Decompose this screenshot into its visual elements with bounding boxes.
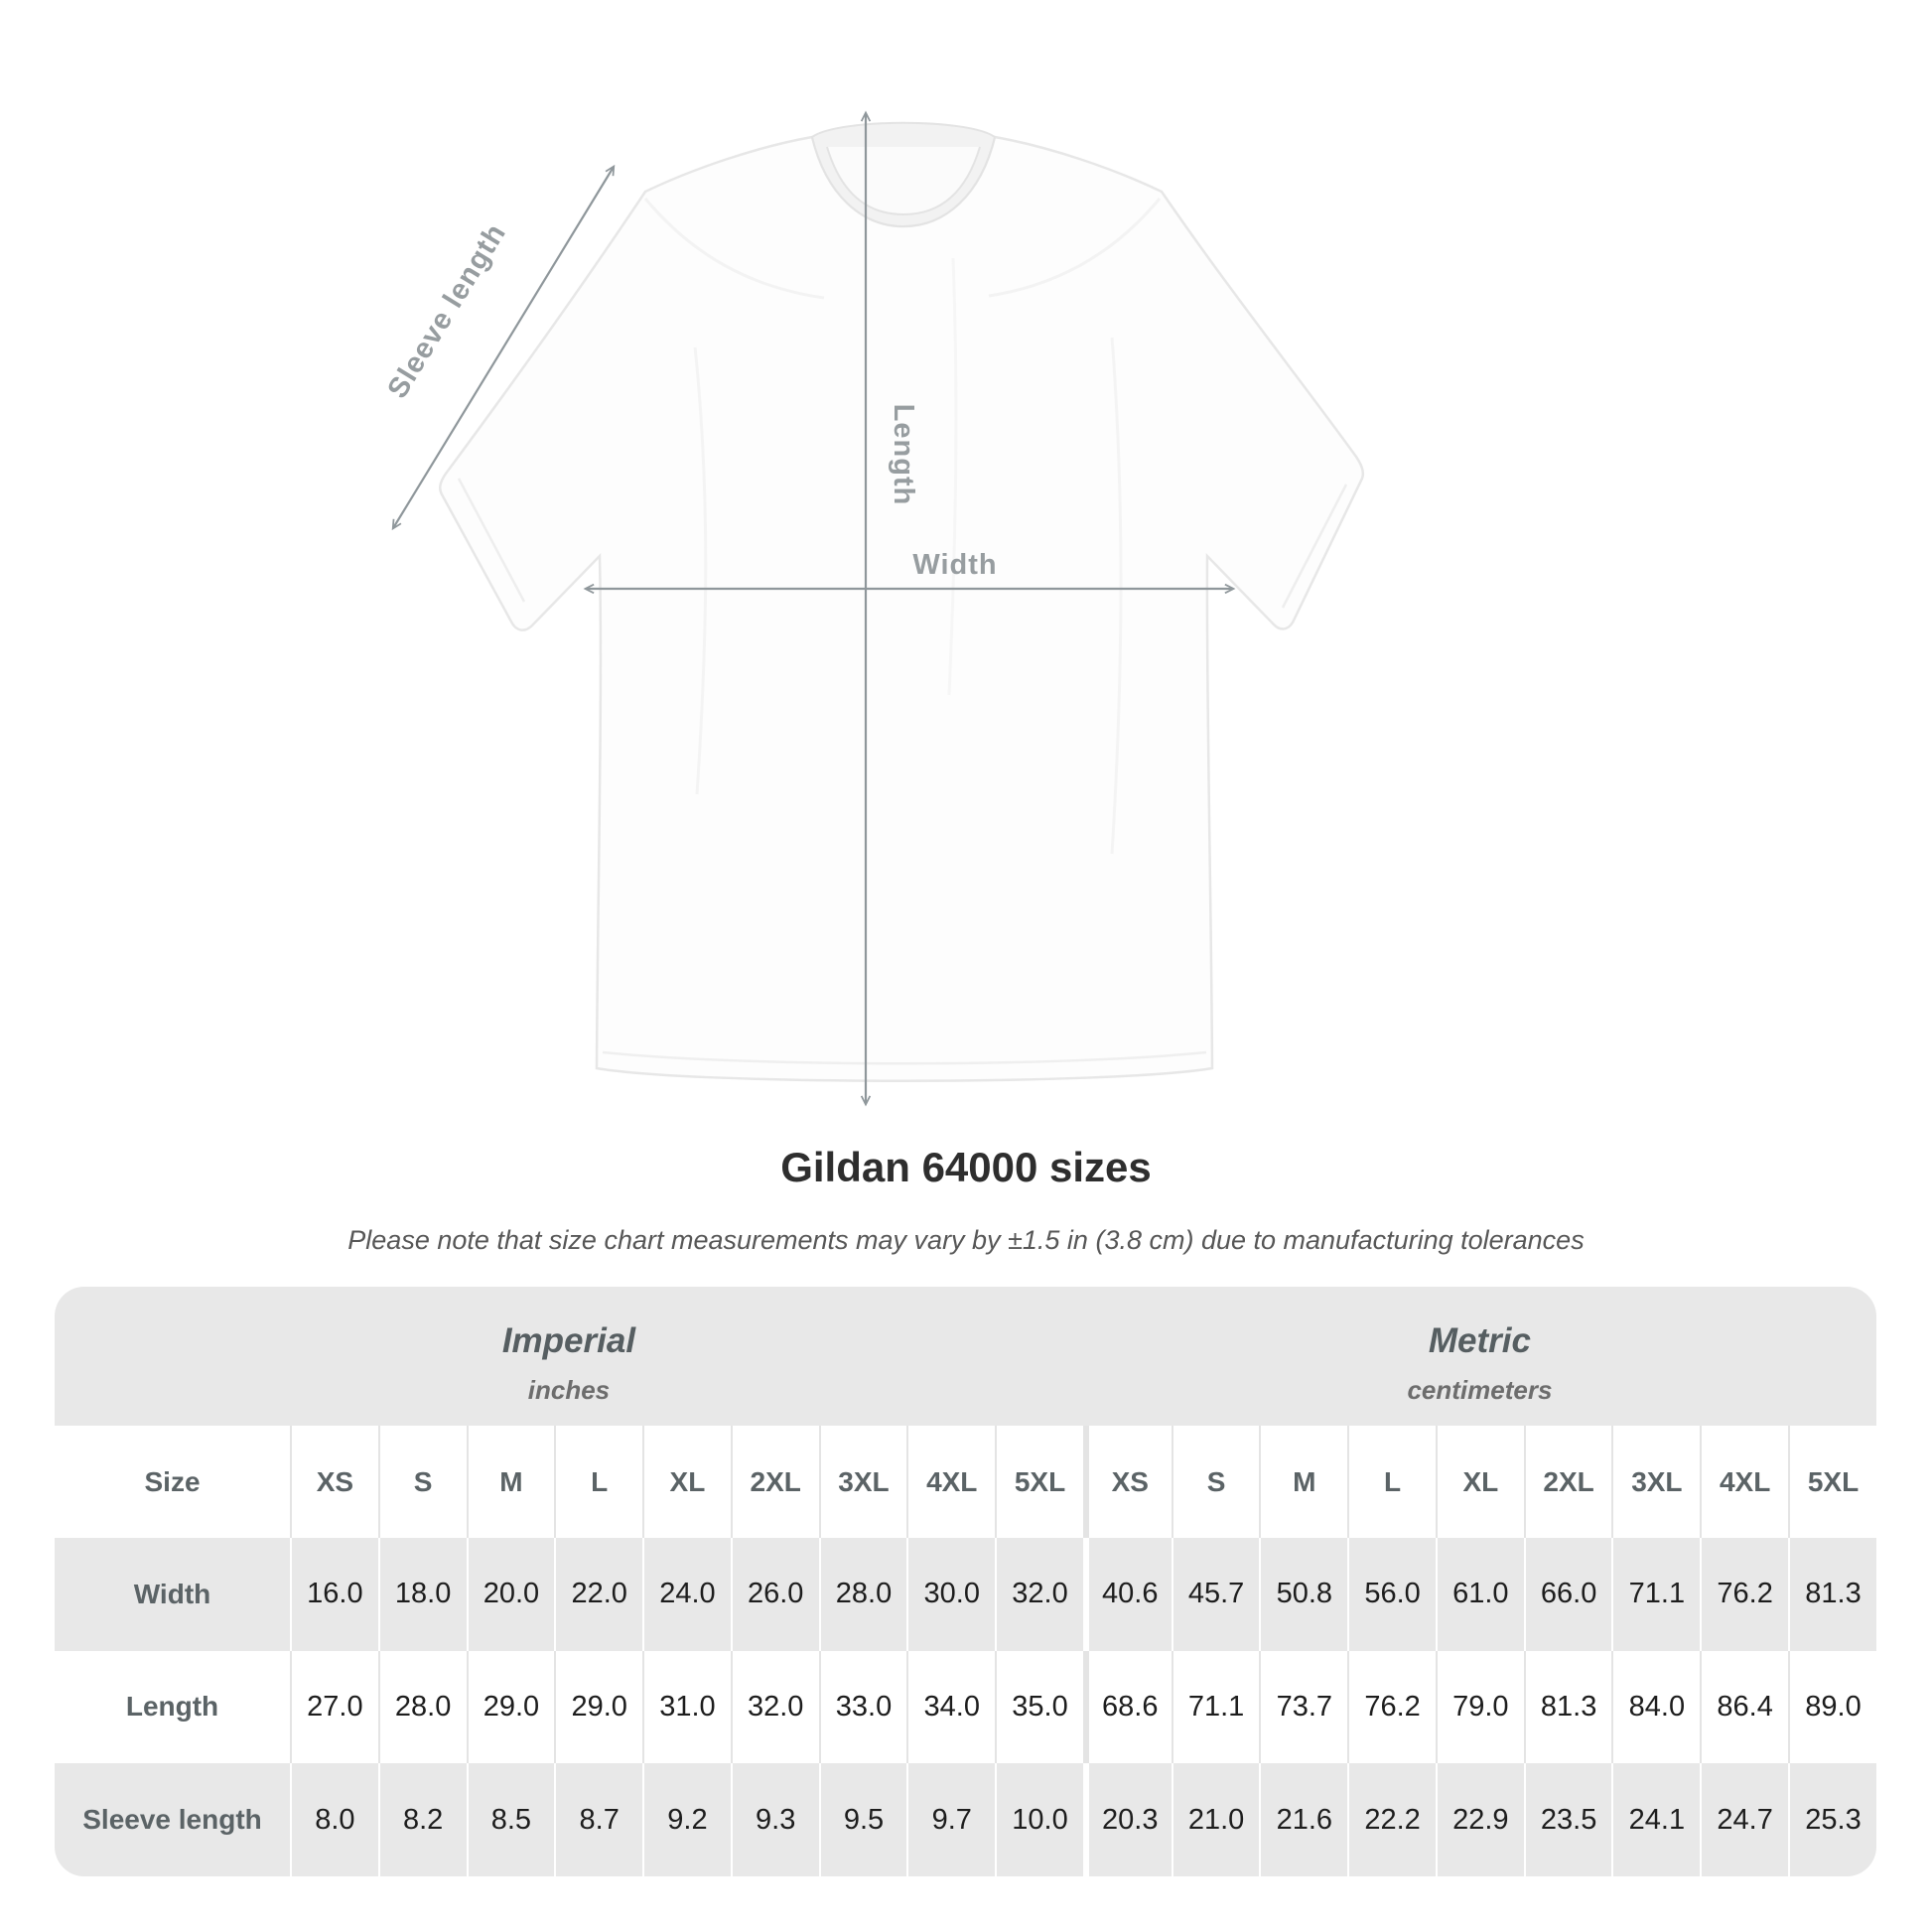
value-cell: 25.3 (1788, 1763, 1876, 1876)
value-cell: 33.0 (818, 1650, 907, 1764)
value-cell: 76.2 (1700, 1538, 1789, 1651)
value-cell: 84.0 (1611, 1650, 1701, 1764)
value-cell: 79.0 (1435, 1650, 1524, 1764)
metric-title: Metric (1428, 1320, 1531, 1360)
value-cell: 86.4 (1700, 1650, 1789, 1764)
value-cell: 9.5 (818, 1763, 907, 1876)
value-cell: 28.0 (377, 1650, 467, 1764)
value-cell: 35.0 (995, 1650, 1083, 1764)
value-cell: 40.6 (1082, 1538, 1172, 1651)
size-col-header: 2XL (730, 1426, 819, 1538)
value-cell: 10.0 (995, 1763, 1083, 1876)
length-label: Length (888, 404, 919, 506)
sleeve-length-label: Sleeve length (381, 218, 512, 404)
value-cell: 8.5 (466, 1763, 555, 1876)
value-cell: 61.0 (1435, 1538, 1524, 1651)
value-cell: 22.0 (554, 1538, 643, 1651)
imperial-unit: inches (527, 1374, 611, 1405)
row-label: Width (55, 1538, 290, 1651)
size-col-header: 4XL (1700, 1426, 1789, 1538)
value-cell: 31.0 (642, 1650, 731, 1764)
value-cell: 71.1 (1171, 1650, 1260, 1764)
value-cell: 24.7 (1700, 1763, 1789, 1876)
size-col-header: XS (1082, 1426, 1172, 1538)
row-label: Length (55, 1650, 290, 1764)
value-cell: 32.0 (730, 1650, 819, 1764)
imperial-title: Imperial (501, 1320, 636, 1360)
value-cell: 26.0 (730, 1538, 819, 1651)
size-col-header: L (554, 1426, 643, 1538)
value-cell: 29.0 (466, 1650, 555, 1764)
value-cell: 23.5 (1523, 1763, 1612, 1876)
value-cell: 8.7 (554, 1763, 643, 1876)
row-label: Sleeve length (55, 1763, 290, 1876)
page-title: Gildan 64000 sizes (780, 1144, 1152, 1190)
value-cell: 50.8 (1259, 1538, 1348, 1651)
value-cell: 68.6 (1082, 1650, 1172, 1764)
size-col-header: XL (1435, 1426, 1524, 1538)
value-cell: 24.0 (642, 1538, 731, 1651)
value-cell: 81.3 (1788, 1538, 1876, 1651)
value-cell: 9.7 (906, 1763, 996, 1876)
value-cell: 28.0 (818, 1538, 907, 1651)
size-col-header: 4XL (906, 1426, 996, 1538)
size-col-header: L (1347, 1426, 1436, 1538)
value-cell: 20.0 (466, 1538, 555, 1651)
value-cell: 20.3 (1082, 1763, 1172, 1876)
value-cell: 29.0 (554, 1650, 643, 1764)
value-cell: 81.3 (1523, 1650, 1612, 1764)
measurement-row: Sleeve length 8.0 8.2 8.5 8.7 9.2 9.3 9.5 9.7 10.… (55, 1763, 1876, 1876)
value-cell: 9.3 (730, 1763, 819, 1876)
value-cell: 71.1 (1611, 1538, 1701, 1651)
size-col-header: M (1259, 1426, 1348, 1538)
size-col-header: XL (642, 1426, 731, 1538)
value-cell: 16.0 (290, 1538, 378, 1651)
size-col-header: S (377, 1426, 467, 1538)
value-cell: 21.6 (1259, 1763, 1348, 1876)
value-cell: 56.0 (1347, 1538, 1436, 1651)
value-cell: 76.2 (1347, 1650, 1436, 1764)
value-cell: 22.2 (1347, 1763, 1436, 1876)
tolerance-note: Please note that size chart measurements… (347, 1225, 1585, 1255)
tshirt-graphic (439, 121, 1365, 1082)
value-cell: 21.0 (1171, 1763, 1260, 1876)
size-col-header: XS (290, 1426, 378, 1538)
metric-unit: centimeters (1407, 1374, 1553, 1405)
value-cell: 45.7 (1171, 1538, 1260, 1651)
metric-header: Metric centimeters (1082, 1287, 1876, 1426)
size-table: Imperial inches Metric centimeters Size … (55, 1287, 1876, 1876)
sleeve-length-arrow (391, 164, 616, 531)
size-col-header: 2XL (1523, 1426, 1612, 1538)
value-cell: 66.0 (1523, 1538, 1612, 1651)
value-cell: 24.1 (1611, 1763, 1701, 1876)
value-cell: 9.2 (642, 1763, 731, 1876)
value-cell: 18.0 (377, 1538, 467, 1651)
size-header-row: Size XS S M L XL 2XL 3XL 4XL 5XL XS S M L XL 2XL 3XL 4XL… (55, 1426, 1876, 1538)
measurement-row: Length 27.0 28.0 29.0 29.0 31.0 32.0 33.0 34.0 35… (55, 1650, 1876, 1764)
measurement-row: Width 16.0 18.0 20.0 22.0 24.0 26.0 28.0 30.0 32.… (55, 1538, 1876, 1651)
value-cell: 73.7 (1259, 1650, 1348, 1764)
size-col-header: 3XL (818, 1426, 907, 1538)
imperial-header: Imperial inches (55, 1287, 1083, 1426)
size-col-header: M (466, 1426, 555, 1538)
value-cell: 89.0 (1788, 1650, 1876, 1764)
value-cell: 8.2 (377, 1763, 467, 1876)
size-col-header: 5XL (995, 1426, 1083, 1538)
tshirt-measurement-diagram: Sleeve length Length Width (381, 110, 1365, 1107)
width-label: Width (912, 549, 997, 581)
size-col-header: 3XL (1611, 1426, 1701, 1538)
size-col-header: 5XL (1788, 1426, 1876, 1538)
value-cell: 27.0 (290, 1650, 378, 1764)
value-cell: 32.0 (995, 1538, 1083, 1651)
size-col-header: S (1171, 1426, 1260, 1538)
unit-header-row: Imperial inches Metric centimeters (55, 1287, 1876, 1426)
value-cell: 30.0 (906, 1538, 996, 1651)
value-cell: 8.0 (290, 1763, 378, 1876)
value-cell: 34.0 (906, 1650, 996, 1764)
value-cell: 22.9 (1435, 1763, 1524, 1876)
size-column-label: Size (55, 1426, 290, 1538)
